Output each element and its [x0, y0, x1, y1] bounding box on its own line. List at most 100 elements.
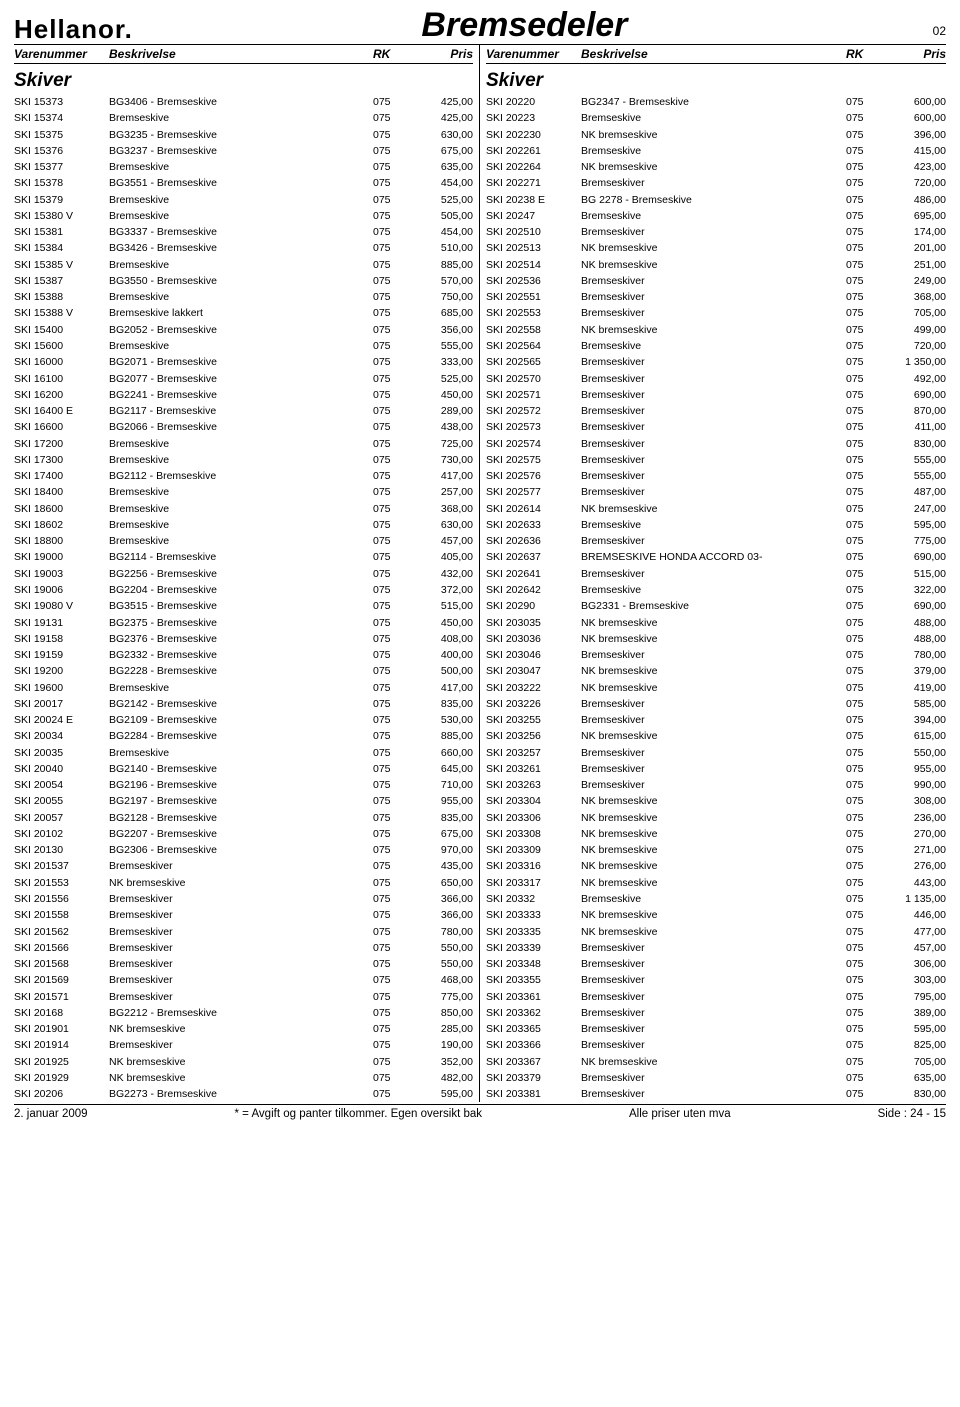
cell-varenummer: SKI 16400 E [14, 403, 109, 419]
cell-rk: 075 [846, 956, 886, 972]
cell-pris: 482,00 [413, 1070, 473, 1086]
cell-varenummer: SKI 202558 [486, 322, 581, 338]
cell-beskrivelse: Bremseskiver [581, 484, 846, 500]
cell-beskrivelse: Bremseskiver [581, 761, 846, 777]
cell-pris: 705,00 [886, 305, 946, 321]
cell-rk: 075 [846, 891, 886, 907]
cell-pris: 251,00 [886, 257, 946, 273]
cell-beskrivelse: NK bremseskive [581, 631, 846, 647]
cell-varenummer: SKI 202564 [486, 338, 581, 354]
cell-beskrivelse: NK bremseskive [581, 842, 846, 858]
cell-rk: 075 [373, 387, 413, 403]
table-row: SKI 20102BG2207 - Bremseskive075675,00 [14, 826, 473, 842]
cell-rk: 075 [846, 305, 886, 321]
table-row: SKI 20290BG2331 - Bremseskive075690,00 [486, 598, 946, 614]
section-title: Skiver [486, 64, 946, 94]
column-headers: Varenummer Beskrivelse RK Pris Varenumme… [14, 45, 946, 64]
cell-rk: 075 [846, 663, 886, 679]
table-row: SKI 20017BG2142 - Bremseskive075835,00 [14, 696, 473, 712]
cell-beskrivelse: BG3515 - Bremseskive [109, 598, 373, 614]
table-row: SKI 20220BG2347 - Bremseskive075600,00 [486, 94, 946, 110]
cell-pris: 500,00 [413, 663, 473, 679]
cell-rk: 075 [846, 907, 886, 923]
table-row: SKI 203361Bremseskiver075795,00 [486, 989, 946, 1005]
cell-beskrivelse: BG2077 - Bremseskive [109, 371, 373, 387]
cell-varenummer: SKI 202261 [486, 143, 581, 159]
cell-rk: 075 [373, 956, 413, 972]
cell-rk: 075 [373, 810, 413, 826]
cell-rk: 075 [373, 712, 413, 728]
cell-varenummer: SKI 201569 [14, 972, 109, 988]
cell-pris: 775,00 [886, 533, 946, 549]
cell-beskrivelse: Bremseskiver [581, 940, 846, 956]
cell-rk: 075 [846, 826, 886, 842]
cell-beskrivelse: Bremseskive [109, 257, 373, 273]
footer-page: Side : 24 - 15 [878, 1108, 946, 1120]
table-row: SKI 201556Bremseskiver075366,00 [14, 891, 473, 907]
cell-rk: 075 [373, 240, 413, 256]
cell-pris: 368,00 [886, 289, 946, 305]
cell-rk: 075 [846, 143, 886, 159]
cell-pris: 432,00 [413, 566, 473, 582]
table-row: SKI 202230NK bremseskive075396,00 [486, 127, 946, 143]
table-row: SKI 17400BG2112 - Bremseskive075417,00 [14, 468, 473, 484]
table-row: SKI 202633Bremseskive075595,00 [486, 517, 946, 533]
col-pris: Pris [413, 47, 473, 61]
cell-varenummer: SKI 15374 [14, 110, 109, 126]
table-row: SKI 17200Bremseskive075725,00 [14, 436, 473, 452]
table-row: SKI 15381BG3337 - Bremseskive075454,00 [14, 224, 473, 240]
table-row: SKI 15388 VBremseskive lakkert075685,00 [14, 305, 473, 321]
cell-pris: 585,00 [886, 696, 946, 712]
cell-rk: 075 [373, 208, 413, 224]
cell-pris: 525,00 [413, 371, 473, 387]
cell-beskrivelse: Bremseskiver [109, 1037, 373, 1053]
cell-beskrivelse: Bremseskive [581, 110, 846, 126]
table-row: SKI 19200BG2228 - Bremseskive075500,00 [14, 663, 473, 679]
cell-rk: 075 [373, 761, 413, 777]
cell-varenummer: SKI 201568 [14, 956, 109, 972]
cell-beskrivelse: Bremseskiver [109, 924, 373, 940]
cell-rk: 075 [846, 745, 886, 761]
cell-varenummer: SKI 201562 [14, 924, 109, 940]
cell-rk: 075 [373, 468, 413, 484]
table-row: SKI 203367NK bremseskive075705,00 [486, 1054, 946, 1070]
cell-beskrivelse: NK bremseskive [581, 858, 846, 874]
cell-beskrivelse: NK bremseskive [581, 728, 846, 744]
cell-rk: 075 [373, 858, 413, 874]
cell-pris: 780,00 [413, 924, 473, 940]
table-row: SKI 203308NK bremseskive075270,00 [486, 826, 946, 842]
cell-pris: 550,00 [413, 956, 473, 972]
table-row: SKI 20035Bremseskive075660,00 [14, 745, 473, 761]
cell-pris: 685,00 [413, 305, 473, 321]
col-rk: RK [373, 47, 413, 61]
cell-pris: 550,00 [413, 940, 473, 956]
table-row: SKI 203365Bremseskiver075595,00 [486, 1021, 946, 1037]
cell-rk: 075 [846, 582, 886, 598]
cell-rk: 075 [373, 793, 413, 809]
table-row: SKI 202558NK bremseskive075499,00 [486, 322, 946, 338]
table-row: SKI 202565Bremseskiver0751 350,00 [486, 354, 946, 370]
cell-rk: 075 [373, 615, 413, 631]
cell-varenummer: SKI 20223 [486, 110, 581, 126]
table-row: SKI 201929NK bremseskive075482,00 [14, 1070, 473, 1086]
cell-pris: 425,00 [413, 94, 473, 110]
cell-pris: 515,00 [413, 598, 473, 614]
cell-rk: 075 [846, 858, 886, 874]
cell-beskrivelse: Bremseskiver [109, 972, 373, 988]
cell-pris: 270,00 [886, 826, 946, 842]
cell-beskrivelse: Bremseskiver [581, 468, 846, 484]
table-row: SKI 15600Bremseskive075555,00 [14, 338, 473, 354]
cell-rk: 075 [846, 1070, 886, 1086]
cell-varenummer: SKI 202510 [486, 224, 581, 240]
cell-pris: 555,00 [886, 468, 946, 484]
cell-beskrivelse: Bremseskiver [581, 419, 846, 435]
table-row: SKI 19080 VBG3515 - Bremseskive075515,00 [14, 598, 473, 614]
cell-rk: 075 [846, 322, 886, 338]
table-row: SKI 203335NK bremseskive075477,00 [486, 924, 946, 940]
table-row: SKI 20057BG2128 - Bremseskive075835,00 [14, 810, 473, 826]
cell-beskrivelse: Bremseskiver [581, 1005, 846, 1021]
cell-varenummer: SKI 19006 [14, 582, 109, 598]
cell-varenummer: SKI 202536 [486, 273, 581, 289]
cell-pris: 487,00 [886, 484, 946, 500]
cell-pris: 530,00 [413, 712, 473, 728]
